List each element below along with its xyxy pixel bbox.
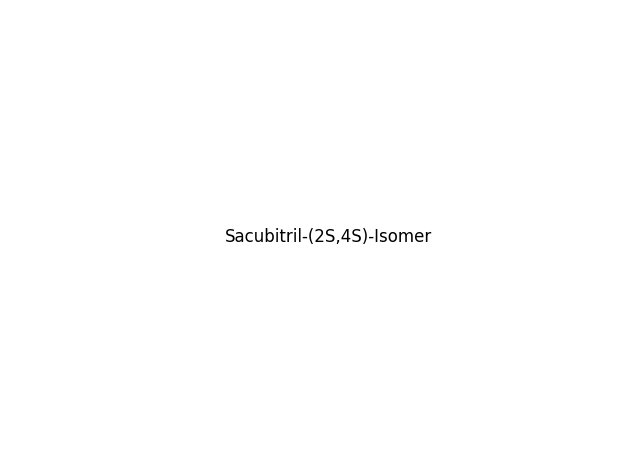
Text: Sacubitril-(2S,4S)-Isomer: Sacubitril-(2S,4S)-Isomer (225, 228, 431, 246)
